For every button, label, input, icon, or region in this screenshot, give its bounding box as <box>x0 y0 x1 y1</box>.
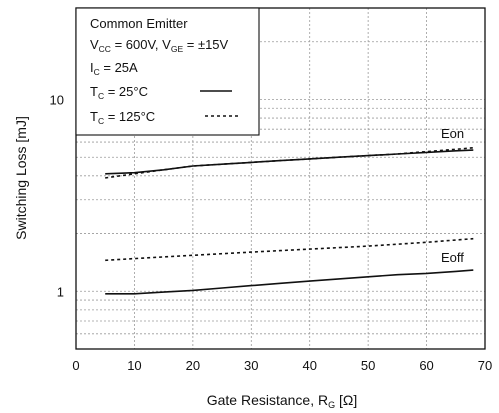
x-tick-label: 30 <box>244 358 258 373</box>
eon-label: Eon <box>441 126 464 141</box>
axis-ticks: 0 10 20 30 40 50 60 70 1 10 <box>50 92 493 373</box>
legend: Common Emitter VCC = 600V, VGE = ±15V IC… <box>75 7 260 136</box>
eon-25c-line <box>105 149 474 175</box>
legend-current: IC = 25A <box>90 60 138 77</box>
legend-box <box>75 7 260 136</box>
legend-voltage: VCC = 600V, VGE = ±15V <box>90 37 229 54</box>
x-tick-label: 20 <box>186 358 200 373</box>
eoff-label: Eoff <box>441 250 464 265</box>
legend-entry-125c: TC = 125°C <box>90 109 155 126</box>
legend-entry-25c: TC = 25°C <box>90 84 148 101</box>
legend-title: Common Emitter <box>90 16 188 31</box>
eoff-125c-line <box>105 237 474 262</box>
series-lines <box>105 147 474 295</box>
x-tick-label: 60 <box>419 358 433 373</box>
y-tick-label: 10 <box>50 92 64 107</box>
grid <box>76 8 485 349</box>
eoff-25c-line <box>105 269 474 295</box>
x-tick-label: 70 <box>478 358 492 373</box>
x-tick-label: 10 <box>127 358 141 373</box>
plot-frame <box>75 7 486 350</box>
eon-125c-line <box>105 147 474 179</box>
x-tick-label: 0 <box>72 358 79 373</box>
x-tick-label: 50 <box>361 358 375 373</box>
x-tick-label: 40 <box>302 358 316 373</box>
y-tick-label: 1 <box>57 284 64 299</box>
x-axis-title: Gate Resistance, RG [Ω] <box>207 392 358 410</box>
y-axis-title: Switching Loss [mJ] <box>13 116 29 240</box>
